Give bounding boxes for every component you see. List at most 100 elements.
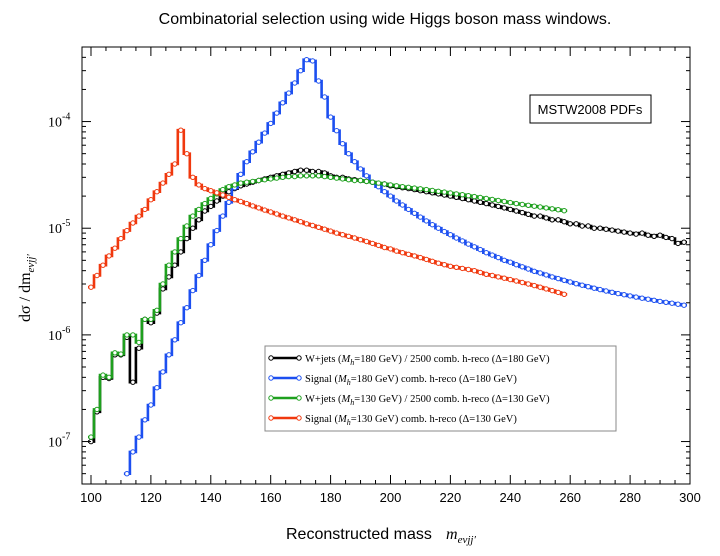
data-point [615,290,621,297]
data-point [519,264,525,270]
data-point [280,174,286,181]
data-point [268,120,274,127]
data-point [274,110,280,116]
x-tick-label: 220 [440,490,462,505]
data-point [256,177,262,184]
data-point [477,194,483,201]
x-tick-label: 180 [320,490,342,505]
data-point [136,345,142,351]
data-point [166,274,172,280]
data-point [106,374,112,380]
data-point [351,159,358,165]
legend-swatch-marker [296,395,302,401]
data-point [477,246,483,253]
data-point [214,227,220,234]
data-point [130,379,136,385]
data-point [333,128,340,134]
series-group [88,57,687,477]
data-point [309,168,316,175]
data-point [435,188,442,195]
data-point [573,221,579,227]
data-point [238,171,244,178]
data-point [136,434,142,440]
data-point [645,296,651,302]
data-point [220,186,226,193]
data-point [657,232,663,238]
data-point [292,168,298,175]
legend-swatch-marker [268,395,274,401]
data-point [483,195,489,202]
data-point [112,350,118,356]
legend-swatch-marker [268,375,274,381]
data-point [435,260,442,266]
data-point [315,173,322,179]
data-point [423,256,430,263]
data-point [166,352,172,358]
legend-box [264,345,617,432]
data-point [471,244,478,250]
data-point [136,213,142,219]
x-tick-label: 200 [380,490,402,505]
data-point [411,210,418,217]
x-tick-label: 100 [80,490,102,505]
data-point [172,161,178,167]
data-point [94,406,100,413]
data-point [292,80,298,86]
data-point [561,277,567,283]
data-point [453,264,460,270]
data-point [651,297,657,303]
data-point [471,198,478,204]
data-point [639,295,645,301]
data-point [124,471,130,477]
data-point [669,235,675,242]
x-tick-label: 260 [559,490,581,505]
data-point [214,190,220,196]
data-point [190,225,196,231]
data-point [651,233,657,240]
data-point [489,252,495,258]
y-tick-label: 10-7 [48,432,70,451]
data-point [124,332,130,338]
data-point [393,248,400,254]
data-point [238,180,244,186]
data-point [309,58,316,64]
x-axis-label: Reconstructed mass [286,526,432,543]
data-point [100,262,106,268]
data-point [525,211,531,218]
data-point [268,209,274,215]
data-point [459,265,466,272]
data-point [208,195,214,202]
data-point [675,301,681,307]
y-axis-label: dσ / dmeνjj′ [17,254,37,322]
data-point [178,235,184,242]
data-point [280,213,286,219]
data-point [501,205,507,211]
data-point [465,193,472,199]
series-line [123,58,687,475]
data-point [363,178,370,185]
legend-entry: Signal (Mh=130 GeV) comb. h-reco (Δ=130 … [268,414,517,427]
data-point [603,226,609,232]
data-point [303,173,310,179]
data-point [489,272,495,279]
data-point [393,198,400,204]
data-point [489,202,495,208]
data-point [561,291,567,297]
data-point [309,222,316,229]
data-point [567,221,573,227]
data-point [405,184,412,191]
data-point [441,262,448,268]
data-point [525,266,531,272]
data-point [423,186,430,193]
data-point [160,369,166,375]
x-tick-label: 120 [140,490,162,505]
data-point [226,189,232,195]
data-point [148,197,154,203]
data-point [166,262,172,268]
data-point [513,262,519,268]
data-point [226,184,232,190]
data-point [118,351,124,357]
data-point [501,198,507,205]
data-point [202,185,208,192]
data-point [543,286,549,292]
